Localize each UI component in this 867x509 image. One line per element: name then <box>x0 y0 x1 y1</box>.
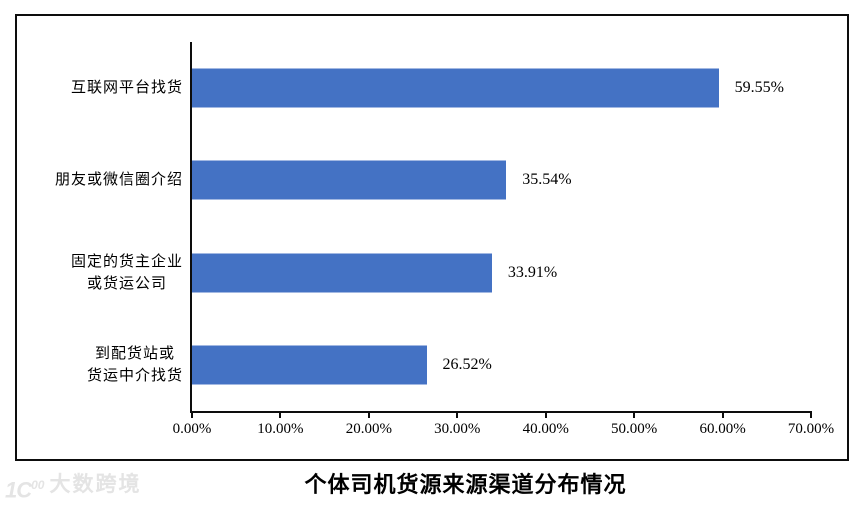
category-label-text: 固定的货主企业 或货运公司 <box>71 251 183 295</box>
category-label-text: 到配货站或货运中介找货 <box>87 343 183 387</box>
bar-row: 59.55% <box>192 42 811 134</box>
watermark-logo-sup: 00 <box>31 478 45 492</box>
bar-value-label: 59.55% <box>734 79 784 97</box>
x-tick-label: 30.00% <box>434 421 481 437</box>
category-label: 互联网平台找货 <box>21 42 183 134</box>
category-label-line: 到配货站或 <box>94 345 175 362</box>
chart-title: 个体司机货源来源渠道分布情况 <box>304 472 627 497</box>
bar <box>192 345 427 385</box>
x-tick-label: 40.00% <box>522 421 569 437</box>
x-tick <box>191 411 193 418</box>
x-tick <box>367 411 370 418</box>
watermark-text: 大数跨境 <box>49 473 142 496</box>
x-tick-label: 60.00% <box>699 421 746 437</box>
dashu-logo-icon: 1C00 <box>5 473 44 502</box>
category-label-line: 固定的货主企业 <box>70 253 183 270</box>
x-tick <box>544 411 547 418</box>
category-label-text: 互联网平台找货 <box>71 77 183 99</box>
category-label-text: 朋友或微信圈介绍 <box>55 169 183 191</box>
bar <box>192 160 507 200</box>
watermark-logo-base: 1C <box>5 477 32 503</box>
watermark: 1C00 大数跨境 <box>5 473 141 502</box>
bar-value-label: 26.52% <box>442 355 492 373</box>
category-label-line: 朋友或微信圈介绍 <box>54 172 183 189</box>
category-labels: 互联网平台找货朋友或微信圈介绍固定的货主企业 或货运公司到配货站或货运中介找货 <box>21 42 183 411</box>
bar-row: 35.54% <box>192 134 811 226</box>
category-label: 固定的货主企业 或货运公司 <box>21 227 183 319</box>
bar <box>192 68 719 108</box>
category-label-line: 货运中介找货 <box>86 367 183 384</box>
x-tick-label: 20.00% <box>345 421 392 437</box>
x-tick-label: 0.00% <box>172 421 212 437</box>
bar-value-label: 35.54% <box>522 171 572 189</box>
x-tick <box>721 411 724 418</box>
x-tick <box>633 411 636 418</box>
bar-value-label: 33.91% <box>507 263 558 281</box>
category-label: 到配货站或货运中介找货 <box>21 319 183 411</box>
bar-row: 33.91% <box>192 227 811 319</box>
x-tick-label: 50.00% <box>611 421 658 437</box>
chart-frame: 互联网平台找货朋友或微信圈介绍固定的货主企业 或货运公司到配货站或货运中介找货 5… <box>15 14 849 461</box>
x-tick-label: 70.00% <box>787 421 835 437</box>
x-tick-label: 10.00% <box>257 421 304 437</box>
plot-area: 59.55% 35.54% 33.91% 26.52% 0.00% 10.00% 20.00… <box>173 42 834 437</box>
x-tick <box>456 411 459 418</box>
bar <box>192 253 492 293</box>
x-tick <box>810 411 812 418</box>
category-label-line: 互联网平台找货 <box>70 80 183 97</box>
category-label-line: 或货运公司 <box>86 275 167 292</box>
x-tick <box>279 411 282 418</box>
bar-row: 26.52% <box>192 319 811 411</box>
category-label: 朋友或微信圈介绍 <box>21 134 183 226</box>
